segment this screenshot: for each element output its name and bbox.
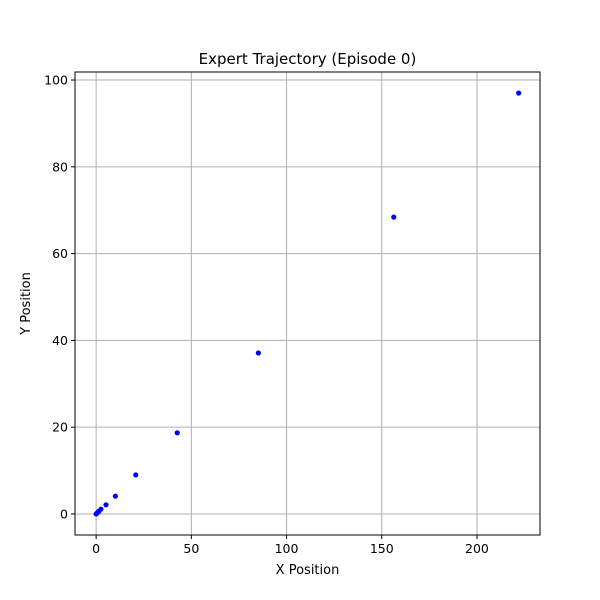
data-point — [391, 214, 397, 220]
y-tick-label: 40 — [52, 333, 68, 348]
x-tick-label: 50 — [183, 541, 199, 556]
grid-layer — [75, 72, 540, 535]
y-tick-label: 80 — [52, 159, 68, 174]
data-point — [133, 472, 139, 478]
ticks-layer: 0 50 100 150 200 0 20 40 60 80 100 — [44, 73, 489, 556]
y-tick-label: 60 — [52, 246, 68, 261]
x-tick-label: 150 — [370, 541, 394, 556]
points-layer — [93, 90, 522, 517]
x-tick-label: 100 — [275, 541, 299, 556]
data-point — [516, 90, 522, 96]
y-tick-label: 0 — [60, 506, 68, 521]
data-point — [112, 493, 118, 499]
x-tick-label: 200 — [465, 541, 489, 556]
x-tick-label: 0 — [92, 541, 100, 556]
data-point — [255, 350, 261, 356]
x-axis-label: X Position — [276, 563, 340, 578]
axes-frame — [74, 71, 541, 536]
y-tick-label: 20 — [52, 420, 68, 435]
data-point — [98, 506, 104, 512]
y-tick-label: 100 — [44, 73, 68, 88]
y-axis-label: Y Position — [19, 272, 34, 336]
data-point — [174, 430, 180, 436]
data-point — [103, 502, 109, 508]
chart-title: Expert Trajectory (Episode 0) — [199, 50, 417, 68]
